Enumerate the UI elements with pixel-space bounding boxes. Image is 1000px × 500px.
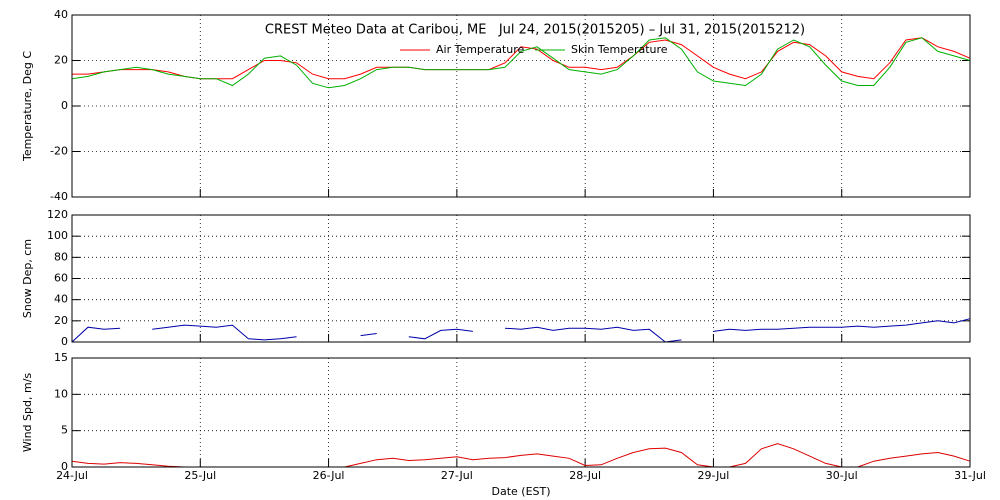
x-tick-label: 30-Jul (826, 469, 858, 482)
y-tick-label: 60 (54, 272, 68, 285)
x-tick-label: 26-Jul (313, 469, 345, 482)
chart-title: CREST Meteo Data at Caribou, ME Jul 24, … (265, 23, 805, 38)
y-tick-label: 80 (54, 250, 68, 263)
legend-label: Air Temperature (436, 43, 525, 56)
legend-label: Skin Temperature (571, 43, 668, 56)
x-tick-label: 25-Jul (184, 469, 216, 482)
y-tick-label: 40 (54, 293, 68, 306)
y-tick-label: 100 (47, 229, 68, 242)
y-tick-label: 0 (61, 99, 68, 112)
x-tick-label: 27-Jul (441, 469, 473, 482)
y-tick-label: -20 (50, 145, 68, 158)
x-tick-label: 28-Jul (569, 469, 601, 482)
y-tick-label: 0 (61, 335, 68, 348)
y-tick-label: 20 (54, 314, 68, 327)
y-tick-label: 0 (61, 460, 68, 473)
y-tick-label: 5 (61, 424, 68, 437)
y-tick-label: 120 (47, 208, 68, 221)
plot-frame (71, 214, 971, 343)
data-line (71, 318, 971, 343)
y-axis-title: Snow Dep, cm (21, 239, 34, 318)
plot-frame (71, 14, 971, 198)
data-line (72, 37, 971, 80)
y-tick-label: 40 (54, 8, 68, 21)
y-tick-label: 20 (54, 54, 68, 67)
x-axis-title: Date (EST) (491, 485, 550, 498)
y-tick-label: -40 (50, 190, 68, 203)
y-axis-title: Temperature, Deg C (21, 51, 34, 162)
data-line (71, 37, 971, 89)
x-tick-label: 24-Jul (56, 469, 88, 482)
y-axis-title: Wind Spd, m/s (21, 373, 34, 453)
x-tick-label: 29-Jul (697, 469, 729, 482)
y-tick-label: 15 (54, 351, 68, 364)
plot-frame (71, 357, 971, 468)
y-tick-label: 10 (54, 387, 68, 400)
x-tick-label: 31-Jul (954, 469, 986, 482)
